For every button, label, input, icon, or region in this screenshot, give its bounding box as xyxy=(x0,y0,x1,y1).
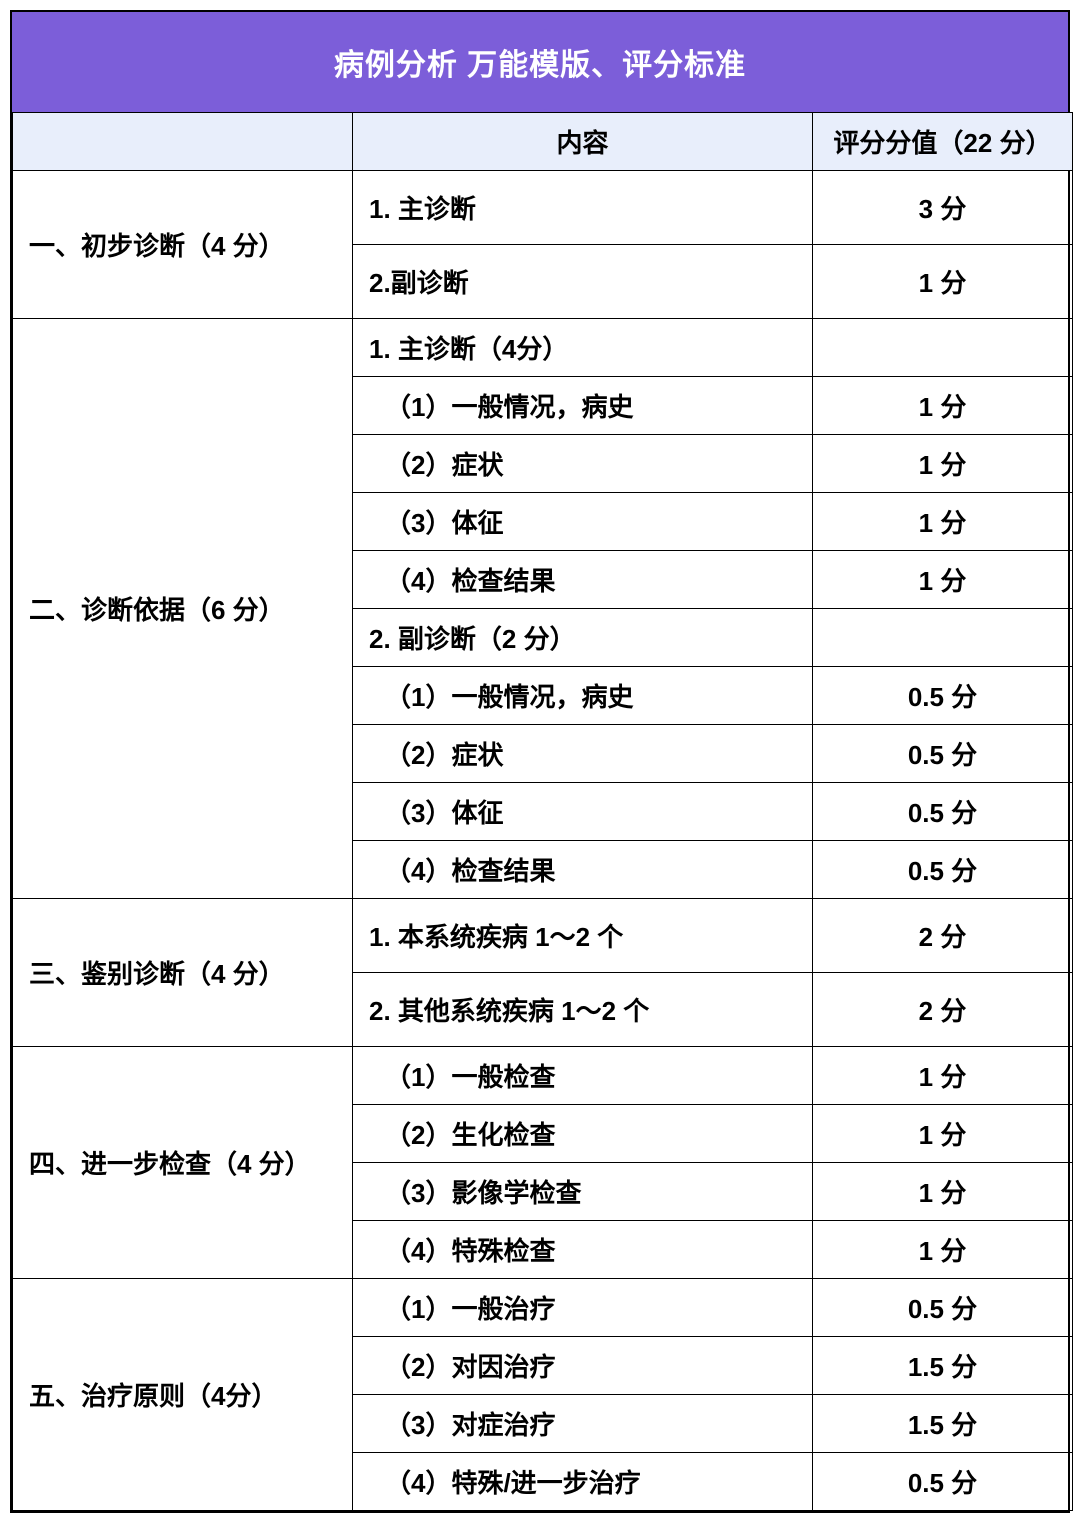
content-cell: （4）特殊检查 xyxy=(353,1221,813,1279)
content-cell: （4）特殊/进一步治疗 xyxy=(353,1453,813,1511)
score-cell xyxy=(813,319,1073,377)
score-cell: 2 分 xyxy=(813,899,1073,973)
header-col1 xyxy=(13,113,353,171)
title-banner: 病例分析 万能模版、评分标准 xyxy=(12,12,1068,112)
content-cell: （1）一般治疗 xyxy=(353,1279,813,1337)
score-cell: 1 分 xyxy=(813,435,1073,493)
content-cell: 1. 主诊断（4分） xyxy=(353,319,813,377)
header-col3: 评分分值（22 分） xyxy=(813,113,1073,171)
score-cell: 1.5 分 xyxy=(813,1395,1073,1453)
scoring-table: 内容 评分分值（22 分） 一、初步诊断（4 分）1. 主诊断3 分2.副诊断1… xyxy=(12,112,1073,1511)
content-cell: 1. 主诊断 xyxy=(353,171,813,245)
score-cell: 0.5 分 xyxy=(813,667,1073,725)
score-cell: 1 分 xyxy=(813,245,1073,319)
score-cell: 0.5 分 xyxy=(813,1453,1073,1511)
section-label: 二、诊断依据（6 分） xyxy=(13,319,353,899)
header-col2: 内容 xyxy=(353,113,813,171)
table-row: 二、诊断依据（6 分）1. 主诊断（4分） xyxy=(13,319,1073,377)
content-cell: 1. 本系统疾病 1～2 个 xyxy=(353,899,813,973)
content-cell: （3）体征 xyxy=(353,783,813,841)
section-label: 五、治疗原则（4分） xyxy=(13,1279,353,1511)
content-cell: （1）一般检查 xyxy=(353,1047,813,1105)
content-cell: 2. 其他系统疾病 1～2 个 xyxy=(353,973,813,1047)
header-row: 内容 评分分值（22 分） xyxy=(13,113,1073,171)
table-row: 五、治疗原则（4分）（1）一般治疗0.5 分 xyxy=(13,1279,1073,1337)
content-cell: （3）影像学检查 xyxy=(353,1163,813,1221)
score-cell: 1 分 xyxy=(813,1105,1073,1163)
content-cell: （2）症状 xyxy=(353,435,813,493)
content-cell: （4）检查结果 xyxy=(353,841,813,899)
section-label: 一、初步诊断（4 分） xyxy=(13,171,353,319)
content-cell: 2.副诊断 xyxy=(353,245,813,319)
content-cell: （1）一般情况，病史 xyxy=(353,377,813,435)
score-cell: 1 分 xyxy=(813,1163,1073,1221)
score-cell: 0.5 分 xyxy=(813,841,1073,899)
score-cell xyxy=(813,609,1073,667)
score-cell: 1 分 xyxy=(813,493,1073,551)
section-label: 四、进一步检查（4 分） xyxy=(13,1047,353,1279)
score-cell: 0.5 分 xyxy=(813,725,1073,783)
table-row: 四、进一步检查（4 分）（1）一般检查1 分 xyxy=(13,1047,1073,1105)
content-cell: （2）生化检查 xyxy=(353,1105,813,1163)
content-cell: （1）一般情况，病史 xyxy=(353,667,813,725)
content-cell: （2）症状 xyxy=(353,725,813,783)
score-cell: 1 分 xyxy=(813,1221,1073,1279)
score-cell: 1 分 xyxy=(813,377,1073,435)
scoring-table-container: 病例分析 万能模版、评分标准 内容 评分分值（22 分） 一、初步诊断（4 分）… xyxy=(10,10,1070,1513)
content-cell: （3）对症治疗 xyxy=(353,1395,813,1453)
score-cell: 1 分 xyxy=(813,1047,1073,1105)
score-cell: 0.5 分 xyxy=(813,1279,1073,1337)
content-cell: （3）体征 xyxy=(353,493,813,551)
content-cell: （4）检查结果 xyxy=(353,551,813,609)
score-cell: 3 分 xyxy=(813,171,1073,245)
score-cell: 1 分 xyxy=(813,551,1073,609)
table-row: 三、鉴别诊断（4 分）1. 本系统疾病 1～2 个2 分 xyxy=(13,899,1073,973)
score-cell: 2 分 xyxy=(813,973,1073,1047)
score-cell: 0.5 分 xyxy=(813,783,1073,841)
table-row: 一、初步诊断（4 分）1. 主诊断3 分 xyxy=(13,171,1073,245)
section-label: 三、鉴别诊断（4 分） xyxy=(13,899,353,1047)
content-cell: （2）对因治疗 xyxy=(353,1337,813,1395)
score-cell: 1.5 分 xyxy=(813,1337,1073,1395)
content-cell: 2. 副诊断（2 分） xyxy=(353,609,813,667)
